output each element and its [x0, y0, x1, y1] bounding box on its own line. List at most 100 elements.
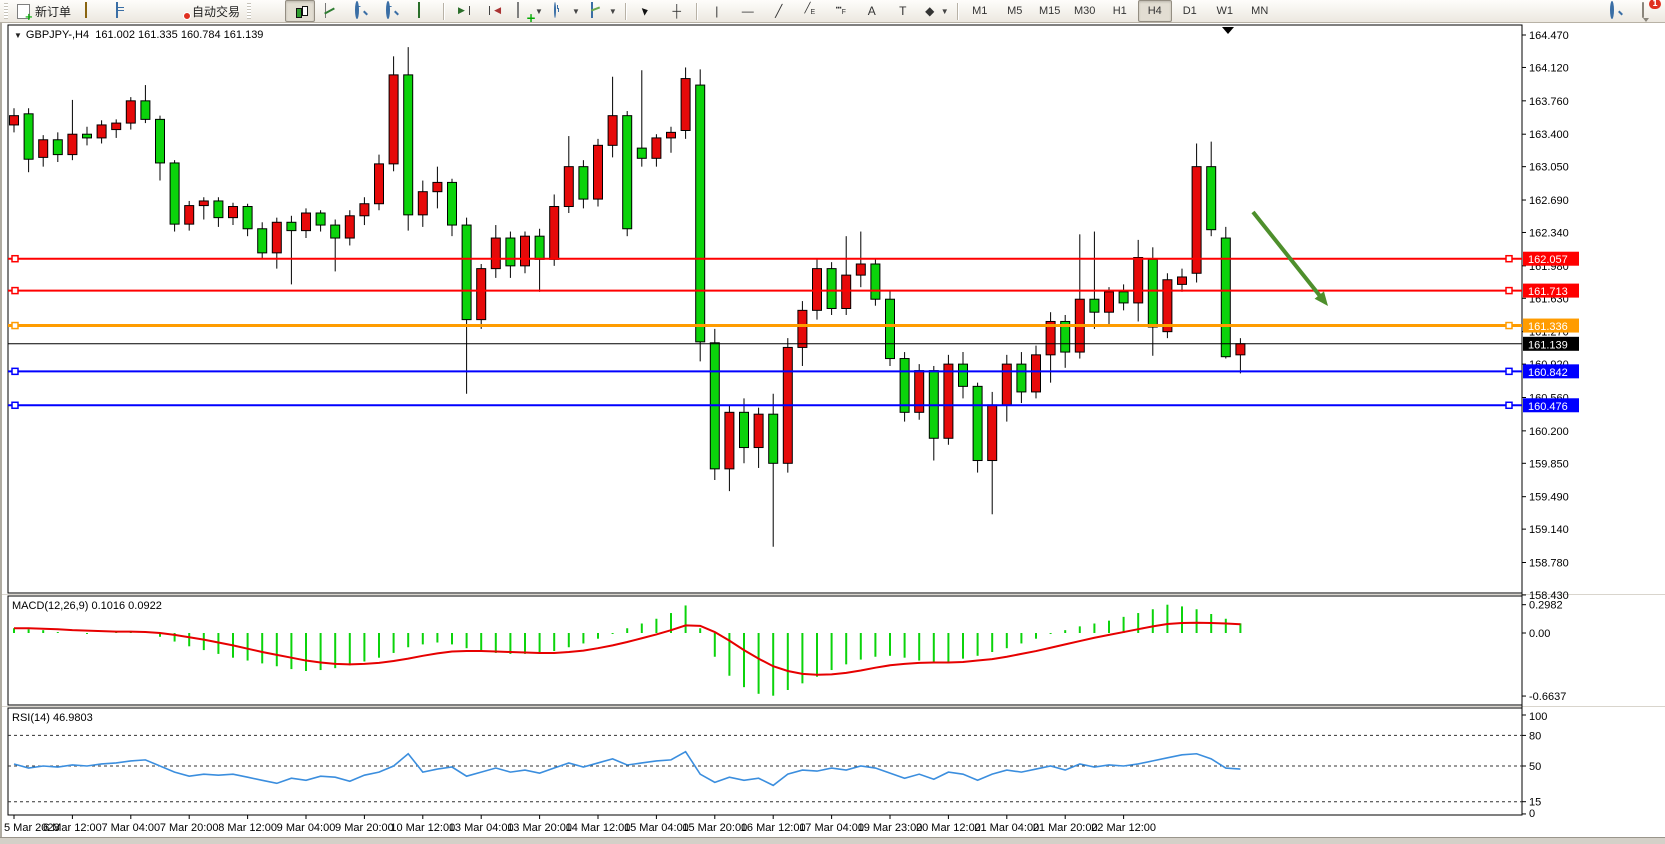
candle-body [870, 263, 881, 300]
text-label-button[interactable]: T [888, 0, 918, 22]
candle-body [724, 411, 735, 470]
candle-body [1118, 291, 1129, 304]
rsi-axis-label: 15 [1529, 797, 1541, 809]
line-handle [11, 401, 19, 410]
candle-body [607, 115, 618, 146]
timeframe-d1-button[interactable]: D1 [1182, 5, 1197, 17]
price-label-text: 160.842 [1528, 367, 1568, 379]
chat-button[interactable]: 1 [1633, 0, 1663, 22]
new-chart-icon [517, 2, 520, 18]
toolbar-grip [4, 3, 8, 19]
trend-arrow [1251, 210, 1325, 301]
charts-window-button[interactable] [107, 0, 137, 22]
candle-body [403, 74, 414, 216]
x-axis-label: 9 Mar 20:00 [335, 822, 394, 834]
candle-body [23, 113, 34, 160]
text-button[interactable]: A [857, 0, 887, 22]
candle-body [666, 131, 676, 139]
tile-windows-button[interactable] [409, 0, 439, 22]
candle-body [1177, 276, 1187, 285]
new-chart-button[interactable]: ▼ [511, 0, 547, 22]
main-pane [7, 24, 1523, 594]
macd-axis-label: -0.6637 [1529, 691, 1566, 703]
candlestick-chart-type-button[interactable] [285, 0, 316, 22]
y-axis-tick-label: 163.400 [1529, 129, 1569, 141]
zoom-out-button[interactable]: − [378, 0, 408, 22]
templates-button[interactable]: ▼ [585, 0, 621, 22]
price-label-box [1523, 318, 1579, 333]
x-axis-label: 6 Mar 12:00 [43, 822, 102, 834]
line-chart-type-button[interactable] [316, 0, 346, 22]
pane-splitter [0, 594, 1665, 595]
fibonacci-button[interactable]: ┅F [826, 0, 856, 22]
new-order-button[interactable]: 新订单 [11, 0, 75, 23]
chart-shift-marker [1222, 27, 1234, 34]
candle-body [257, 228, 268, 254]
candle-body [520, 235, 530, 267]
new-order-icon [17, 3, 33, 23]
rsi-axis-label: 80 [1529, 730, 1541, 742]
equidistant-channel-button[interactable]: ╱E [795, 0, 825, 22]
candle-body [155, 118, 165, 164]
candle-body [388, 74, 399, 165]
horizontal-line-button[interactable]: — [733, 0, 763, 22]
candle-body [812, 268, 822, 311]
timeframe-mn-button[interactable]: MN [1251, 5, 1269, 17]
macd-signal-line [14, 621, 1241, 676]
price-label-text: 161.336 [1528, 321, 1568, 333]
vertical-line-button[interactable]: | [702, 0, 732, 22]
candle-body [1206, 166, 1217, 231]
candle-body [198, 200, 209, 207]
arrows-button[interactable]: ◆ ▼ [919, 0, 953, 22]
x-axis-label: 8 Mar 12:00 [218, 822, 277, 834]
chevron-down-icon: ▼ [940, 6, 949, 16]
candle-body [184, 205, 195, 225]
crosshair-button[interactable]: ┼ [662, 0, 692, 22]
y-axis-tick-label: 162.340 [1529, 227, 1569, 239]
auto-scroll-button[interactable] [449, 0, 479, 22]
timeframe-w1-button[interactable]: W1 [1216, 5, 1233, 17]
text-icon: A [867, 4, 876, 18]
line-chart-icon [325, 3, 327, 18]
timeframe-h4-button[interactable]: H4 [1137, 0, 1172, 22]
candle-body [768, 413, 779, 464]
candle-body [549, 206, 560, 260]
x-axis-label: 13 Mar 20:00 [507, 822, 572, 834]
chart-shift-button[interactable] [480, 0, 510, 22]
cursor-button[interactable] [631, 0, 661, 22]
chart-window[interactable]: 164.470 164.120 163.760 163.400 163.050 162.6… [0, 23, 1665, 837]
timeframe-h1-button[interactable]: H1 [1112, 5, 1127, 17]
candle-body [826, 268, 837, 309]
candle-body [1016, 363, 1027, 393]
candle-body [228, 206, 238, 219]
trendline-button[interactable]: ╱ [764, 0, 794, 22]
x-axis-label: 7 Mar 20:00 [160, 822, 219, 834]
candle-body [38, 139, 49, 158]
timeframe-m15-button[interactable]: M15 [1039, 5, 1061, 17]
candle-body [111, 122, 122, 131]
y-axis-tick-label: 158.430 [1529, 590, 1569, 602]
crosshair-icon: ┼ [672, 4, 682, 18]
toolbar: 新订单 自动交易 + − ▼ ▼ ▼ ┼ | — ╱ ╱E ┅F A T ◆▼ … [0, 0, 1665, 23]
gold-promo-button[interactable] [76, 0, 106, 22]
candle-body [1147, 258, 1158, 328]
zoom-in-button[interactable]: + [347, 0, 377, 22]
timeframe-m1-button[interactable]: M1 [972, 5, 988, 17]
candle-body [1001, 363, 1012, 406]
y-axis-tick-label: 163.050 [1529, 162, 1569, 174]
candle-body [417, 191, 428, 216]
line-handle [11, 254, 19, 263]
auto-trading-button[interactable]: 自动交易 [169, 0, 244, 22]
timeframe-m30-button[interactable]: M30 [1074, 5, 1096, 17]
signals-button[interactable] [138, 0, 168, 22]
candle-body [680, 78, 691, 131]
fibonacci-icon: ┅F [835, 3, 846, 16]
chart-canvas[interactable]: 164.470 164.120 163.760 163.400 163.050 162.6… [0, 23, 1665, 837]
x-axis-label: 21 Mar 20:00 [1033, 822, 1098, 834]
timeframe-m5-button[interactable]: M5 [1007, 5, 1023, 17]
search-button[interactable] [1602, 0, 1632, 22]
vertical-line-icon: | [715, 4, 719, 18]
bar-chart-type-button[interactable] [254, 0, 284, 22]
candle-body [67, 133, 78, 156]
periods-button[interactable]: ▼ [548, 0, 584, 22]
